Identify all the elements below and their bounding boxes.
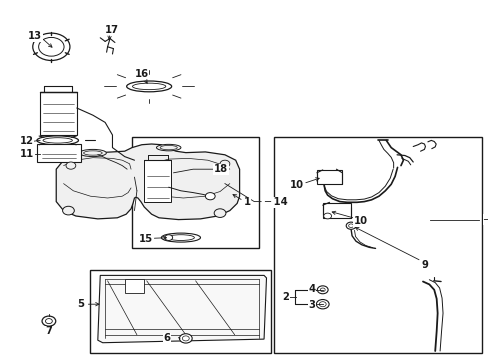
Text: 3: 3 [308,300,315,310]
Polygon shape [98,275,266,343]
Bar [124,279,144,293]
Text: 13: 13 [28,31,42,41]
Bar [40,92,77,135]
Text: 9: 9 [421,260,428,270]
Circle shape [164,235,172,240]
Circle shape [66,162,76,169]
Circle shape [33,33,70,60]
Text: 1: 1 [243,197,250,207]
Ellipse shape [126,81,171,92]
Circle shape [320,288,325,292]
Ellipse shape [43,138,72,143]
Text: 4: 4 [308,284,315,294]
Circle shape [45,319,52,324]
Ellipse shape [37,136,78,145]
Circle shape [317,286,327,294]
Ellipse shape [80,149,106,157]
Bar [144,160,171,202]
Ellipse shape [83,151,102,155]
Bar [316,170,342,184]
Polygon shape [56,144,239,220]
Ellipse shape [167,235,194,240]
Text: 12: 12 [20,136,34,146]
Circle shape [39,37,64,56]
Text: ─ 8: ─ 8 [482,215,488,225]
Ellipse shape [132,83,165,90]
Text: 17: 17 [104,24,118,35]
Text: 11: 11 [20,149,34,159]
Circle shape [323,213,331,219]
Text: 15: 15 [139,234,152,244]
Bar [90,270,271,353]
Text: 18: 18 [214,164,227,174]
Text: 10: 10 [290,180,304,190]
Text: 6: 6 [163,333,170,343]
Text: 10: 10 [353,216,367,226]
Ellipse shape [160,145,177,150]
Circle shape [205,193,215,200]
Text: 7: 7 [45,326,52,336]
Bar [322,203,350,218]
Circle shape [42,316,56,326]
Circle shape [182,336,189,341]
Circle shape [214,209,225,217]
Bar [273,137,481,353]
Circle shape [346,222,355,229]
Text: 16: 16 [135,69,148,79]
Text: 5: 5 [77,299,84,309]
Bar [37,144,81,162]
Circle shape [179,334,192,343]
Text: ─ 14: ─ 14 [264,197,287,207]
Ellipse shape [156,144,181,151]
Circle shape [62,206,74,215]
Ellipse shape [161,233,200,242]
Circle shape [319,302,325,307]
Circle shape [316,300,328,309]
Circle shape [220,160,229,167]
Text: 2: 2 [282,292,288,302]
Circle shape [348,224,353,228]
Bar [132,137,259,248]
